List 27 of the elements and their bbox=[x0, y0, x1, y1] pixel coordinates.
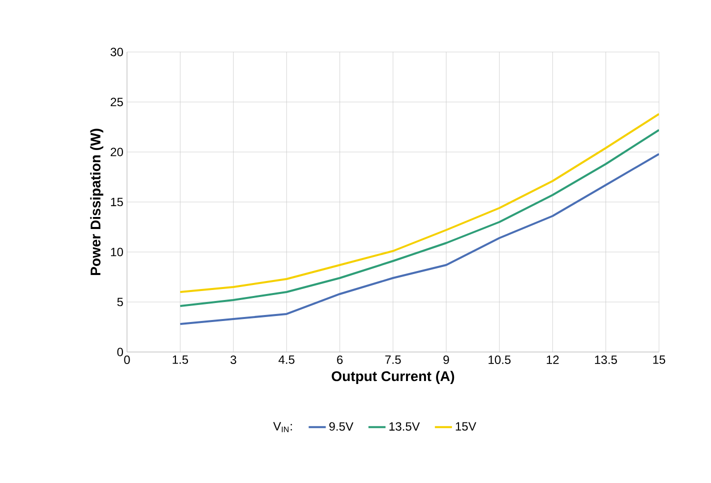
x-axis-title: Output Current (A) bbox=[332, 370, 454, 384]
line-series bbox=[179, 153, 660, 325]
line-series bbox=[179, 129, 660, 307]
x-tick-label: 0 bbox=[124, 356, 130, 364]
y-tick-label: 15 bbox=[111, 198, 123, 206]
x-tick-label: 10.5 bbox=[488, 356, 511, 364]
legend-label: 9.5V bbox=[329, 422, 354, 431]
x-tick-label: 13.5 bbox=[595, 356, 617, 364]
x-tick-label: 6 bbox=[337, 356, 343, 364]
x-tick-label: 1.5 bbox=[172, 356, 188, 364]
legend-label: 15V bbox=[456, 422, 476, 431]
y-tick-label: 10 bbox=[111, 248, 124, 256]
line-series bbox=[179, 113, 660, 293]
y-tick-label: 30 bbox=[110, 48, 124, 56]
y-tick-label: 25 bbox=[110, 98, 123, 106]
x-tick-label: 4.5 bbox=[278, 356, 294, 364]
x-tick-label: 3 bbox=[230, 356, 236, 364]
x-tick-label: 15 bbox=[653, 356, 666, 364]
x-tick-label: 12 bbox=[546, 356, 559, 364]
legend-label: 13.5V bbox=[389, 422, 420, 431]
x-tick-label: 7.5 bbox=[385, 356, 401, 364]
legend-title: V$_{IN}$: bbox=[273, 422, 292, 432]
y-axis-title: Power Dissipation (W) bbox=[90, 128, 104, 275]
x-tick-label: 9 bbox=[443, 356, 449, 364]
y-tick-label: 20 bbox=[110, 148, 124, 156]
y-tick-label: 0 bbox=[117, 348, 124, 356]
y-tick-label: 5 bbox=[117, 298, 123, 306]
